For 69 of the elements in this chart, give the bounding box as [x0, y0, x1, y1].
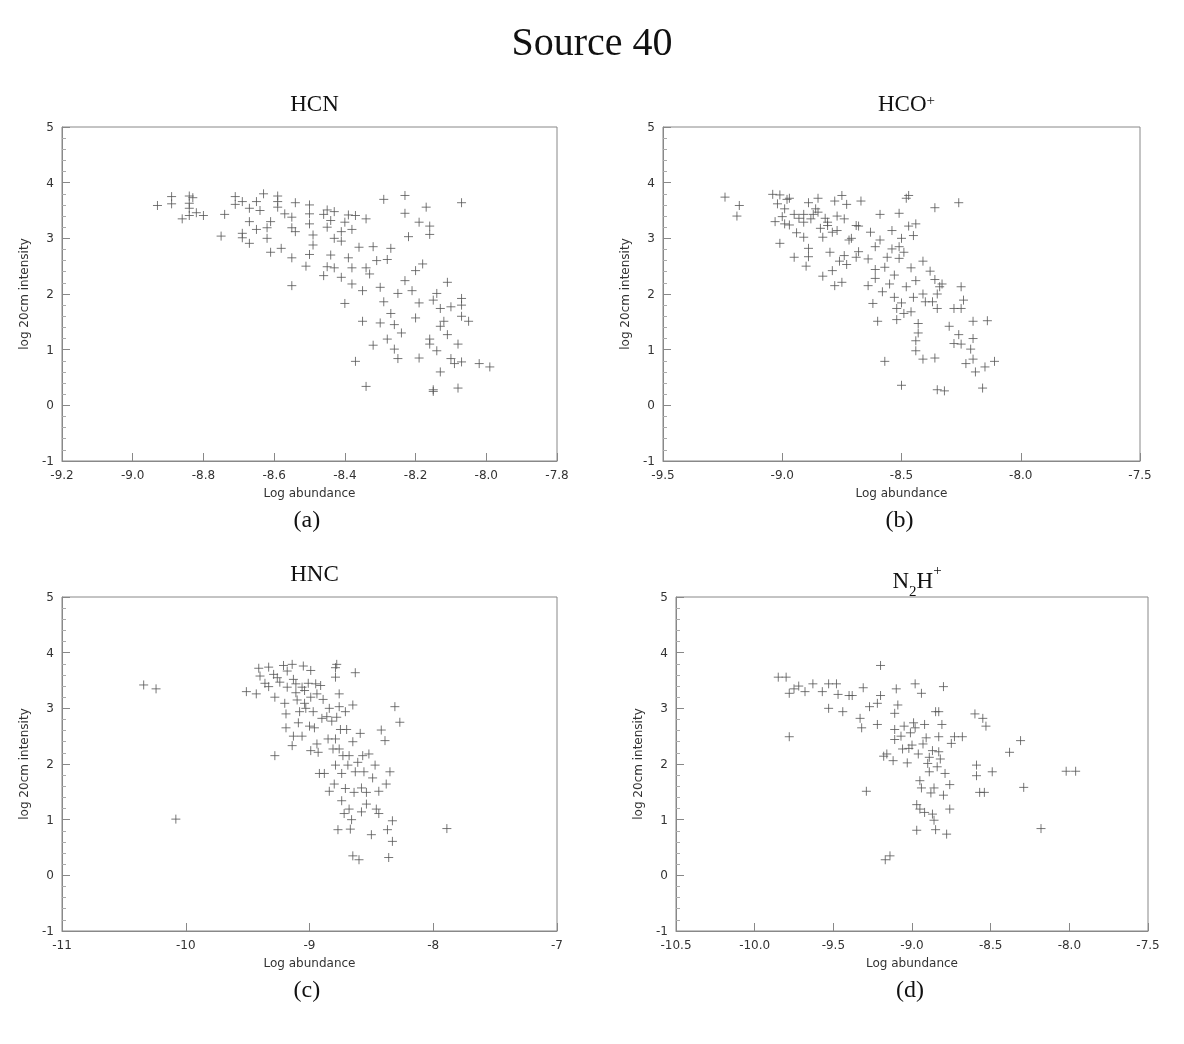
x-tick-label: -9: [303, 938, 316, 952]
y-tick-label: 3: [647, 231, 655, 246]
y-tick-label: 2: [647, 287, 655, 301]
x-tick-label: -8.5: [889, 468, 914, 482]
source-note: Source 40: [510, 18, 674, 65]
x-tick-label: -8.8: [191, 468, 216, 482]
chart-title: HCN: [290, 91, 340, 116]
x-axis-title: Log abundance: [263, 956, 356, 970]
y-tick-label: 3: [660, 701, 668, 716]
x-tick-label: -9.5: [821, 938, 846, 952]
y-tick-label: 2: [46, 287, 54, 301]
x-axis-title: Log abundance: [855, 486, 948, 500]
x-tick-label: -8.0: [1009, 468, 1033, 482]
y-tick-label: 5: [647, 120, 655, 134]
y-tick-label: 5: [46, 120, 54, 134]
x-tick-label: -9.0: [770, 468, 794, 482]
x-tick-label: -11: [52, 938, 72, 952]
x-tick-label: -7: [551, 938, 563, 952]
text: (d): [896, 976, 924, 1002]
text: (a): [293, 506, 321, 532]
x-tick-label: -8.4: [333, 468, 357, 482]
y-tick-label: 4: [46, 175, 54, 190]
y-tick-label: 0: [46, 398, 54, 413]
x-tick-label: -9.0: [121, 468, 145, 482]
x-tick-label: -8.5: [978, 938, 1003, 952]
y-tick-label: 3: [46, 701, 54, 716]
y-tick-label: 4: [46, 645, 54, 660]
x-tick-label: -10: [175, 938, 196, 952]
y-tick-label: 5: [46, 590, 54, 604]
y-tick-label: 0: [647, 398, 655, 413]
y-tick-label: -1: [42, 454, 54, 468]
y-tick-label: 1: [647, 342, 655, 357]
x-tick-label: -10.5: [660, 938, 692, 952]
x-tick-label: -10.0: [739, 938, 771, 952]
x-tick-label: -9.2: [50, 468, 74, 482]
x-tick-label: -7.5: [1136, 938, 1160, 952]
y-tick-label: 1: [46, 342, 54, 357]
y-axis-title: log 20cm intensity: [17, 708, 31, 820]
y-axis-title: log 20cm intensity: [17, 238, 31, 350]
y-axis-title: log 20cm intensity: [618, 238, 632, 350]
x-axis-title: Log abundance: [263, 486, 356, 500]
y-tick-label: 3: [46, 231, 54, 246]
y-tick-label: -1: [42, 924, 54, 938]
y-tick-label: -1: [656, 924, 668, 938]
text: (b): [885, 506, 914, 532]
x-tick-label: -9.0: [900, 938, 924, 952]
x-tick-label: -8: [427, 938, 440, 952]
x-tick-label: -8.0: [1057, 938, 1082, 952]
y-tick-label: 1: [660, 812, 668, 827]
y-axis-title: log 20cm intensity: [631, 708, 645, 820]
text: (c): [293, 976, 321, 1002]
x-tick-label: -7.8: [545, 468, 569, 482]
y-tick-label: 4: [660, 645, 668, 660]
y-tick-label: 0: [660, 868, 668, 883]
chart-title: HCO+: [877, 91, 936, 116]
y-tick-label: 1: [46, 812, 54, 827]
y-tick-label: 2: [660, 757, 668, 771]
x-tick-label: -9.5: [651, 468, 675, 482]
y-tick-label: 4: [647, 175, 655, 190]
x-axis-title: Log abundance: [866, 956, 958, 970]
y-tick-label: 2: [46, 757, 54, 771]
y-tick-label: 5: [660, 590, 668, 604]
x-tick-label: -8.0: [474, 468, 498, 482]
x-tick-label: -8.2: [403, 468, 428, 482]
y-tick-label: -1: [643, 454, 655, 468]
x-tick-label: -8.6: [262, 468, 286, 482]
y-tick-label: 0: [46, 868, 54, 883]
x-tick-label: -7.5: [1128, 468, 1152, 482]
chart-title: HNC: [290, 561, 339, 586]
